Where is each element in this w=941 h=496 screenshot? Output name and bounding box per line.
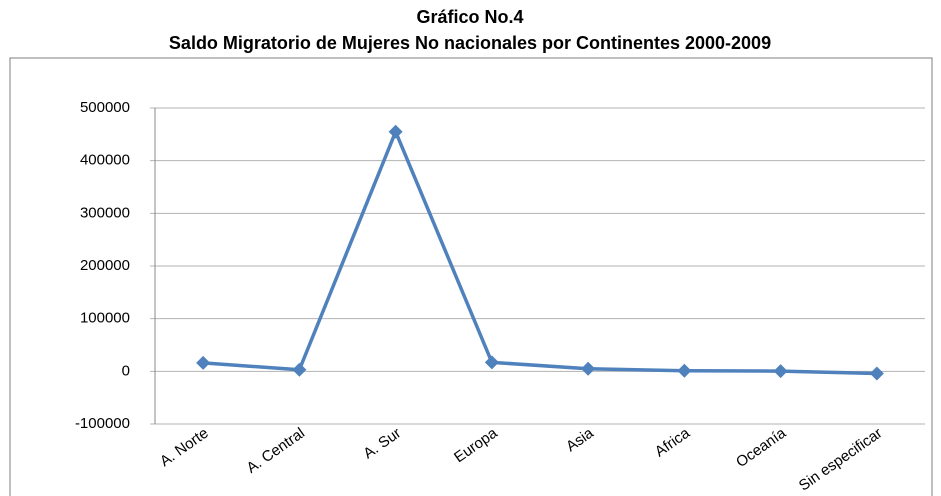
marker — [196, 355, 211, 370]
x-tick-label: A. Norte — [157, 425, 212, 470]
y-tick-label: -100000 — [75, 415, 130, 432]
chart-frame — [9, 57, 933, 496]
x-tick-label: Sin especificar — [796, 425, 886, 495]
y-tick-label: 200000 — [80, 257, 130, 274]
x-tick-label: Asia — [563, 424, 597, 455]
chart-subtitle: Saldo Migratorio de Mujeres No nacionale… — [169, 33, 771, 53]
x-tick-label: Oceanía — [733, 424, 790, 471]
x-tick-label: A. Sur — [360, 425, 404, 463]
y-tick-label: 0 — [122, 362, 130, 379]
y-tick-label: 400000 — [80, 152, 130, 169]
marker — [484, 355, 499, 370]
x-tick-label: A. Central — [244, 425, 308, 477]
y-tick-label: 300000 — [80, 204, 130, 221]
line — [203, 129, 877, 376]
y-tick-label: 100000 — [80, 310, 130, 327]
x-tick-label: Europa — [451, 424, 501, 466]
marker — [581, 361, 596, 376]
marker — [869, 366, 884, 381]
y-tick-label: 500000 — [80, 99, 130, 116]
marker — [292, 362, 307, 377]
marker — [388, 124, 403, 139]
marker — [773, 364, 788, 379]
x-tick-label: Africa — [652, 424, 694, 460]
marker — [677, 363, 692, 378]
chart-title: Gráfico No.4 — [416, 7, 523, 27]
